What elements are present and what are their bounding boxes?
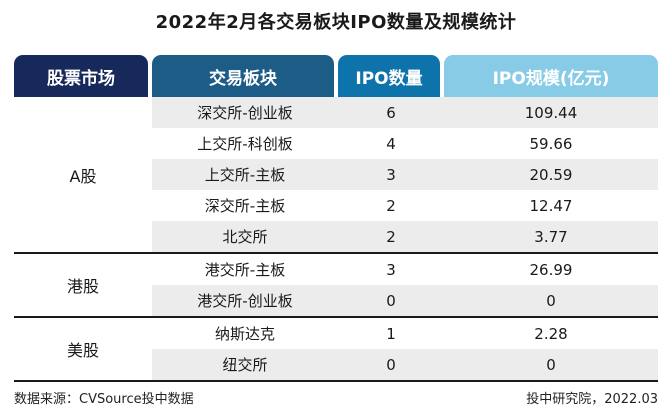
page-title: 2022年2月各交易板块IPO数量及规模统计 <box>155 12 517 33</box>
count-cell: 3 <box>386 260 396 279</box>
market-section: 港股 港交所-主板 3 26.99 港交所-创业板 0 0 <box>14 254 658 318</box>
scale-cell: 20.59 <box>529 165 573 184</box>
table-row: 港交所-主板 3 26.99 <box>152 254 658 285</box>
count-cell: 6 <box>386 103 396 122</box>
scale-cell: 2.28 <box>534 324 568 343</box>
header-cell-scale: IPO规模(亿元) <box>444 55 658 97</box>
board-cell: 港交所-创业板 <box>197 292 293 310</box>
header-cell-count: IPO数量 <box>338 55 440 97</box>
table-row: 北交所 2 3.77 <box>152 221 658 252</box>
table-header-row: 股票市场 交易板块 IPO数量 IPO规模(亿元) <box>14 55 658 97</box>
table-row: 港交所-创业板 0 0 <box>152 285 658 316</box>
count-cell: 0 <box>386 291 396 310</box>
table-row: 深交所-创业板 6 109.44 <box>152 97 658 128</box>
board-cell: 北交所 <box>222 228 268 246</box>
board-cell: 纽交所 <box>222 356 268 374</box>
scale-cell: 12.47 <box>529 196 573 215</box>
scale-cell: 0 <box>546 355 556 374</box>
table-row: 上交所-科创板 4 59.66 <box>152 128 658 159</box>
scale-cell: 3.77 <box>534 227 568 246</box>
board-cell: 纳斯达克 <box>214 325 275 343</box>
scale-cell: 109.44 <box>524 103 578 122</box>
board-cell: 上交所-科创板 <box>197 135 293 153</box>
count-cell: 2 <box>386 227 396 246</box>
data-source-label: 数据来源：CVSource投中数据 <box>14 392 194 407</box>
section-rows: 深交所-创业板 6 109.44 上交所-科创板 4 59.66 上交所-主板 3 20.59 深… <box>152 97 658 252</box>
table-row: 上交所-主板 3 20.59 <box>152 159 658 190</box>
credit-label: 投中研究院，2022.03 <box>526 392 658 407</box>
market-label: 美股 <box>14 318 152 380</box>
market-label: 港股 <box>14 254 152 316</box>
board-cell: 深交所-主板 <box>204 197 286 215</box>
footer: 数据来源：CVSource投中数据 投中研究院，2022.03 <box>14 388 658 407</box>
ipo-table: 股票市场 交易板块 IPO数量 IPO规模(亿元) A股 深交所-创业板 6 109.… <box>14 55 658 382</box>
market-section: 美股 纳斯达克 1 2.28 纽交所 0 0 <box>14 318 658 382</box>
count-cell: 1 <box>386 324 396 343</box>
section-rows: 纳斯达克 1 2.28 纽交所 0 0 <box>152 318 658 380</box>
count-cell: 2 <box>386 196 396 215</box>
scale-cell: 59.66 <box>529 134 573 153</box>
table-row: 纽交所 0 0 <box>152 349 658 380</box>
scale-cell: 26.99 <box>529 260 573 279</box>
table-row: 深交所-主板 2 12.47 <box>152 190 658 221</box>
board-cell: 港交所-主板 <box>204 261 286 279</box>
header-cell-market: 股票市场 <box>14 55 148 97</box>
board-cell: 上交所-主板 <box>204 166 286 184</box>
header-cell-board: 交易板块 <box>152 55 334 97</box>
count-cell: 4 <box>386 134 396 153</box>
count-cell: 3 <box>386 165 396 184</box>
market-section: A股 深交所-创业板 6 109.44 上交所-科创板 4 59.66 上交所-主板 3 20.5… <box>14 97 658 254</box>
count-cell: 0 <box>386 355 396 374</box>
table-body: A股 深交所-创业板 6 109.44 上交所-科创板 4 59.66 上交所-主板 3 20.5… <box>14 97 658 382</box>
scale-cell: 0 <box>546 291 556 310</box>
market-label: A股 <box>14 97 152 252</box>
table-row: 纳斯达克 1 2.28 <box>152 318 658 349</box>
board-cell: 深交所-创业板 <box>197 104 293 122</box>
section-rows: 港交所-主板 3 26.99 港交所-创业板 0 0 <box>152 254 658 316</box>
